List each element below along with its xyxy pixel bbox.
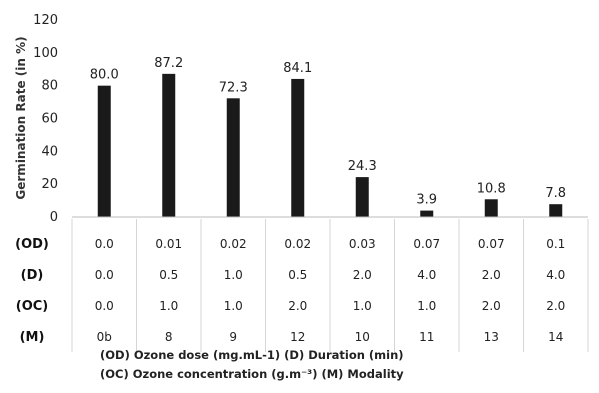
table-cell: 0.02 xyxy=(220,237,247,251)
y-tick-label: 20 xyxy=(41,177,58,192)
table-cell: 1.0 xyxy=(353,299,372,313)
table-cell: 2.0 xyxy=(353,268,372,282)
data-label: 72.3 xyxy=(219,80,248,95)
y-tick-label: 100 xyxy=(33,46,58,61)
table-cell: 8 xyxy=(165,330,173,344)
bar xyxy=(484,199,498,217)
table-cell: 1.0 xyxy=(417,299,436,313)
bar xyxy=(355,177,369,217)
data-label: 10.8 xyxy=(477,181,506,196)
table-cell: 0.02 xyxy=(284,237,311,251)
bars xyxy=(97,73,563,218)
bar xyxy=(97,85,111,218)
data-label: 84.1 xyxy=(283,61,312,76)
table-cell: 10 xyxy=(355,330,370,344)
y-tick-label: 0 xyxy=(50,210,58,225)
data-label: 87.2 xyxy=(154,56,183,71)
table-cell: 1.0 xyxy=(224,268,243,282)
y-tick-label: 40 xyxy=(41,144,58,159)
table-cell: 0.5 xyxy=(288,268,307,282)
bar xyxy=(162,73,176,217)
bar xyxy=(291,78,305,217)
table-cell: 12 xyxy=(290,330,305,344)
table-cell: 4.0 xyxy=(546,268,565,282)
data-label: 3.9 xyxy=(416,193,437,208)
y-tick-label: 60 xyxy=(41,112,58,127)
table-cell: 4.0 xyxy=(417,268,436,282)
bar xyxy=(420,210,434,217)
caption-line-2: (OC) Ozone concentration (g.m⁻³) (M) Mod… xyxy=(100,367,404,381)
table-cell: 0.07 xyxy=(413,237,440,251)
caption-line-1: (OD) Ozone dose (mg.mL-1) (D) Duration (… xyxy=(100,348,404,362)
table-cell: 2.0 xyxy=(482,299,501,313)
table-cell: 0.03 xyxy=(349,237,376,251)
y-tick-label: 120 xyxy=(33,13,58,28)
table-cell: 0.1 xyxy=(546,237,565,251)
table-cell: 0.5 xyxy=(159,268,178,282)
table-row-label: (M) xyxy=(20,330,45,345)
table-cell: 0.0 xyxy=(95,237,114,251)
bar xyxy=(549,204,563,217)
table-cell: 9 xyxy=(229,330,237,344)
y-tick-label: 80 xyxy=(41,79,58,94)
table-cell: 0b xyxy=(97,330,112,344)
table-cell: 0.01 xyxy=(155,237,182,251)
table-cell: 1.0 xyxy=(159,299,178,313)
data-label: 7.8 xyxy=(545,186,566,201)
table-cell: 11 xyxy=(419,330,434,344)
table-row-label: (OD) xyxy=(15,237,49,252)
table-cell: 2.0 xyxy=(546,299,565,313)
bar xyxy=(226,98,240,217)
table-row-label: (OC) xyxy=(16,299,48,314)
table-cell: 0.0 xyxy=(95,268,114,282)
table-cell: 2.0 xyxy=(482,268,501,282)
table-cell: 1.0 xyxy=(224,299,243,313)
data-label: 80.0 xyxy=(90,68,119,83)
table-cell: 13 xyxy=(484,330,499,344)
data-label: 24.3 xyxy=(348,159,377,174)
y-axis-label: Germination Rate (in %) xyxy=(14,36,28,199)
table-cell: 2.0 xyxy=(288,299,307,313)
table-cell: 0.07 xyxy=(478,237,505,251)
table-cell: 14 xyxy=(548,330,563,344)
y-axis-ticks: 0 20 40 60 80 100 120 xyxy=(33,13,58,225)
table-cell: 0.0 xyxy=(95,299,114,313)
parameter-table: (OD) 0.0 0.01 0.02 0.02 0.03 0.07 0.07 0.1 (D) 0.0… xyxy=(15,219,589,352)
table-row-label: (D) xyxy=(21,268,44,283)
data-labels: 80.0 87.2 72.3 84.1 24.3 3.9 10.8 7.8 xyxy=(90,56,566,208)
